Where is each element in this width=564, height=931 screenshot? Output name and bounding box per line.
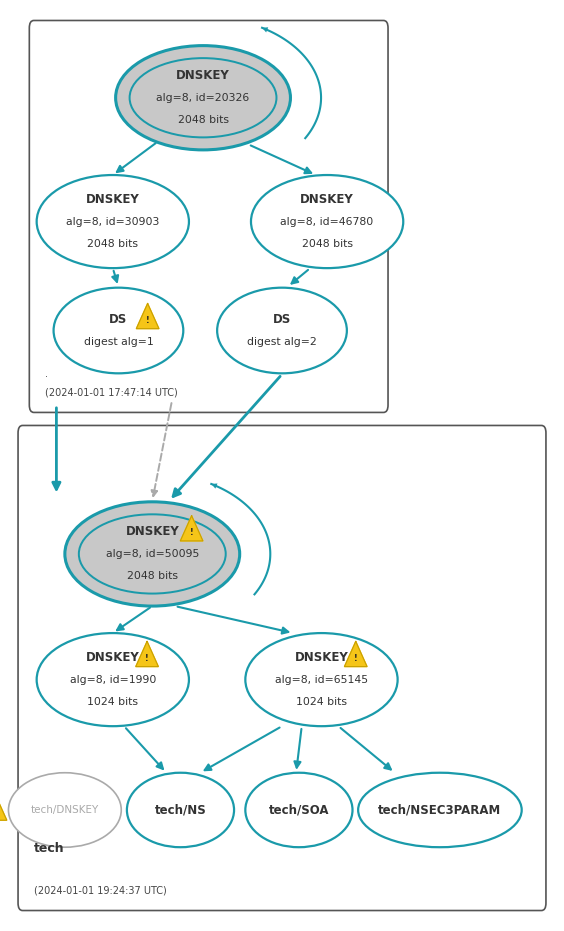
Ellipse shape <box>79 514 226 594</box>
Ellipse shape <box>358 773 522 847</box>
Text: digest alg=1: digest alg=1 <box>83 337 153 346</box>
Polygon shape <box>345 641 367 667</box>
Text: tech/NS: tech/NS <box>155 803 206 816</box>
Ellipse shape <box>65 502 240 606</box>
Ellipse shape <box>116 46 290 150</box>
Text: !: ! <box>146 654 149 663</box>
Text: alg=8, id=50095: alg=8, id=50095 <box>105 549 199 559</box>
Polygon shape <box>136 641 158 667</box>
Text: tech/SOA: tech/SOA <box>268 803 329 816</box>
Ellipse shape <box>37 633 189 726</box>
Ellipse shape <box>8 773 121 847</box>
Ellipse shape <box>217 288 347 373</box>
Text: DNSKEY: DNSKEY <box>86 651 140 664</box>
Text: DS: DS <box>109 313 127 326</box>
Text: DNSKEY: DNSKEY <box>86 193 140 206</box>
Text: 2048 bits: 2048 bits <box>87 239 138 249</box>
Text: !: ! <box>146 316 149 325</box>
FancyBboxPatch shape <box>29 20 388 412</box>
Text: alg=8, id=1990: alg=8, id=1990 <box>69 675 156 684</box>
Ellipse shape <box>245 633 398 726</box>
Text: (2024-01-01 19:24:37 UTC): (2024-01-01 19:24:37 UTC) <box>34 885 166 896</box>
Text: DNSKEY: DNSKEY <box>294 651 349 664</box>
Polygon shape <box>180 516 203 541</box>
Text: alg=8, id=30903: alg=8, id=30903 <box>66 217 160 226</box>
Text: 2048 bits: 2048 bits <box>302 239 352 249</box>
Text: DNSKEY: DNSKEY <box>300 193 354 206</box>
Text: DS: DS <box>273 313 291 326</box>
Text: (2024-01-01 17:47:14 UTC): (2024-01-01 17:47:14 UTC) <box>45 387 178 398</box>
Text: alg=8, id=20326: alg=8, id=20326 <box>156 93 250 102</box>
Text: 2048 bits: 2048 bits <box>178 115 228 125</box>
Text: 2048 bits: 2048 bits <box>127 572 178 581</box>
Ellipse shape <box>130 58 276 138</box>
Text: tech/DNSKEY: tech/DNSKEY <box>30 805 99 815</box>
Polygon shape <box>136 304 159 329</box>
Text: DNSKEY: DNSKEY <box>176 69 230 82</box>
Ellipse shape <box>251 175 403 268</box>
Text: alg=8, id=46780: alg=8, id=46780 <box>280 217 374 226</box>
Ellipse shape <box>37 175 189 268</box>
Text: alg=8, id=65145: alg=8, id=65145 <box>275 675 368 684</box>
Text: tech/NSEC3PARAM: tech/NSEC3PARAM <box>378 803 501 816</box>
Ellipse shape <box>245 773 352 847</box>
Text: !: ! <box>354 654 358 663</box>
Ellipse shape <box>54 288 183 373</box>
Text: !: ! <box>190 528 193 537</box>
Ellipse shape <box>127 773 234 847</box>
FancyBboxPatch shape <box>18 425 546 911</box>
Text: .: . <box>45 369 48 379</box>
Text: tech: tech <box>34 842 64 855</box>
Text: 1024 bits: 1024 bits <box>87 697 138 707</box>
Text: digest alg=2: digest alg=2 <box>247 337 317 346</box>
Text: DNSKEY: DNSKEY <box>125 525 179 538</box>
Text: 1024 bits: 1024 bits <box>296 697 347 707</box>
Polygon shape <box>0 792 7 820</box>
